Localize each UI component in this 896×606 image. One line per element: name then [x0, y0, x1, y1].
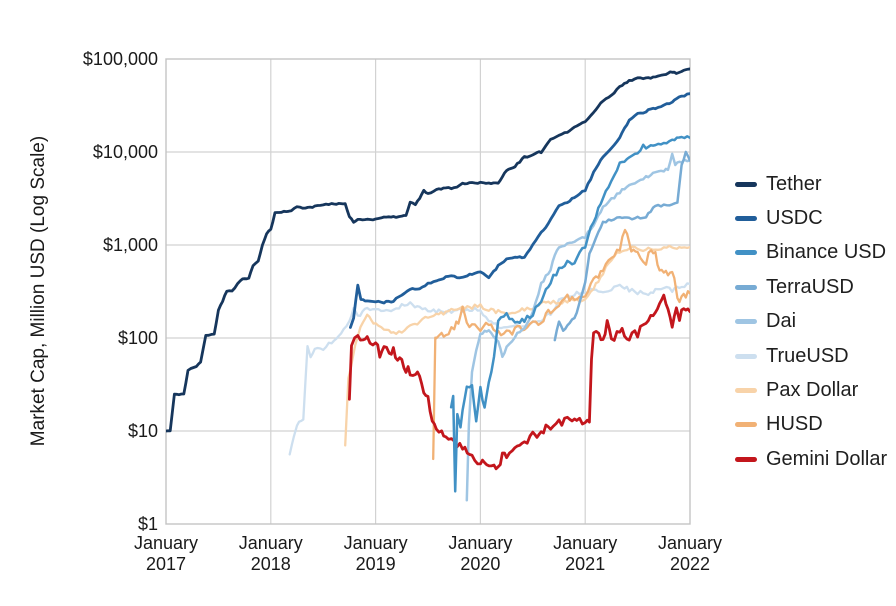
- y-axis-tick-label: $10,000: [92, 142, 158, 162]
- y-axis-tick-label: $100,000: [82, 49, 158, 69]
- legend-swatch-dai: [735, 319, 757, 325]
- x-axis-tick-label: January 2022: [642, 533, 738, 575]
- legend-label: USDC: [766, 206, 823, 229]
- legend-swatch-binance-usd: [735, 250, 757, 256]
- y-axis-tick-label: $10: [127, 421, 158, 441]
- legend-label: Pax Dollar: [766, 378, 859, 401]
- x-tick-month: January: [657, 533, 723, 553]
- legend-swatch-tether: [735, 181, 757, 187]
- legend-label: Dai: [766, 310, 797, 333]
- legend-item-trueusd: TrueUSD: [735, 344, 849, 368]
- legend-label: HUSD: [766, 413, 823, 436]
- x-axis-tick-label: January 2019: [328, 533, 424, 575]
- x-tick-month: January: [343, 533, 408, 553]
- x-tick-year: 2018: [250, 554, 291, 574]
- legend-swatch-gemini-dollar: [735, 456, 757, 462]
- legend-item-pax-dollar: Pax Dollar: [735, 378, 858, 402]
- x-tick-year: 2020: [460, 554, 501, 574]
- legend-label: TrueUSD: [766, 344, 849, 367]
- x-tick-year: 2017: [145, 554, 187, 574]
- x-axis-tick-label: January 2021: [537, 533, 633, 575]
- legend-label: TerraUSD: [766, 275, 854, 298]
- legend-swatch-pax-dollar: [735, 387, 757, 393]
- legend-item-terrausd: TerraUSD: [735, 275, 854, 299]
- x-axis-tick-label: January 2020: [432, 533, 528, 575]
- legend-item-husd: HUSD: [735, 413, 823, 437]
- legend-item-dai: Dai: [735, 310, 796, 334]
- x-tick-year: 2022: [669, 554, 711, 574]
- x-axis-tick-label: January 2018: [223, 533, 319, 575]
- legend-item-tether: Tether: [735, 172, 822, 196]
- x-tick-month: January: [448, 533, 513, 553]
- legend-item-gemini-dollar: Gemini Dollar: [735, 447, 887, 471]
- legend-swatch-trueusd: [735, 353, 757, 359]
- legend-label: Gemini Dollar: [766, 447, 888, 470]
- legend-item-usdc: USDC: [735, 206, 823, 230]
- legend-label: Tether: [766, 172, 822, 195]
- x-tick-month: January: [553, 533, 618, 553]
- x-tick-year: 2021: [565, 554, 606, 574]
- x-tick-month: January: [133, 533, 199, 553]
- x-axis-tick-label: January 2017: [118, 533, 214, 575]
- y-axis-tick-label: $1,000: [102, 235, 158, 255]
- legend-swatch-husd: [735, 422, 757, 428]
- x-tick-month: January: [238, 533, 303, 553]
- legend-swatch-terrausd: [735, 284, 757, 290]
- legend-label: Binance USD: [766, 241, 887, 264]
- x-tick-year: 2019: [355, 554, 396, 574]
- y-axis-tick-label: $100: [117, 328, 158, 348]
- legend-swatch-usdc: [735, 215, 757, 221]
- y-axis-tick-label: $1: [137, 514, 158, 534]
- legend-item-binance-usd: Binance USD: [735, 241, 886, 265]
